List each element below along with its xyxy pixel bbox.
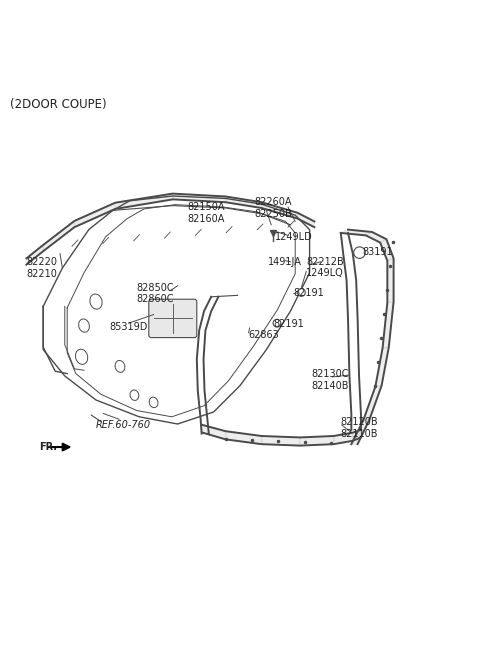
Polygon shape [298, 213, 314, 227]
Polygon shape [366, 232, 386, 243]
Text: 82120B
82110B: 82120B 82110B [341, 417, 378, 439]
Circle shape [354, 247, 365, 258]
Polygon shape [334, 433, 353, 444]
Polygon shape [226, 197, 262, 208]
Text: 82130C
82140B: 82130C 82140B [311, 369, 348, 390]
Polygon shape [375, 347, 389, 386]
Polygon shape [226, 431, 262, 444]
Text: FR.: FR. [39, 442, 58, 452]
Ellipse shape [90, 294, 102, 309]
Circle shape [298, 289, 305, 297]
Text: 82850C
82860C: 82850C 82860C [137, 283, 174, 304]
Polygon shape [353, 430, 361, 441]
Text: 82220
82210: 82220 82210 [26, 257, 58, 279]
Text: 82212B: 82212B [306, 256, 344, 267]
Ellipse shape [115, 361, 125, 373]
Polygon shape [26, 245, 43, 264]
Text: 82191: 82191 [294, 289, 324, 298]
Polygon shape [74, 203, 115, 227]
Polygon shape [341, 230, 372, 236]
Polygon shape [262, 436, 300, 445]
Text: REF.60-760: REF.60-760 [96, 420, 151, 430]
Text: 1249LD: 1249LD [275, 232, 312, 242]
Polygon shape [300, 436, 334, 445]
Text: 82191: 82191 [274, 319, 304, 329]
Polygon shape [115, 194, 173, 209]
Polygon shape [363, 386, 382, 420]
Text: 1491JA: 1491JA [268, 256, 302, 267]
Polygon shape [351, 419, 370, 444]
Polygon shape [203, 425, 226, 440]
FancyBboxPatch shape [149, 299, 197, 338]
Text: 1249LQ: 1249LQ [306, 268, 344, 277]
Text: 83191: 83191 [362, 247, 393, 257]
Text: 85319D: 85319D [109, 322, 148, 332]
Ellipse shape [149, 397, 158, 407]
Text: 82260A
82250B: 82260A 82250B [254, 197, 292, 219]
Polygon shape [43, 221, 74, 251]
Text: (2DOOR COUPE): (2DOOR COUPE) [10, 98, 106, 112]
Circle shape [273, 319, 281, 327]
Polygon shape [262, 202, 298, 218]
Polygon shape [383, 302, 394, 348]
Ellipse shape [79, 319, 89, 332]
Polygon shape [380, 239, 394, 261]
Text: 62863: 62863 [249, 330, 279, 340]
Polygon shape [173, 194, 226, 202]
Text: 82150A
82160A: 82150A 82160A [187, 202, 225, 224]
Ellipse shape [130, 390, 139, 400]
Polygon shape [387, 258, 394, 302]
Ellipse shape [75, 349, 88, 364]
